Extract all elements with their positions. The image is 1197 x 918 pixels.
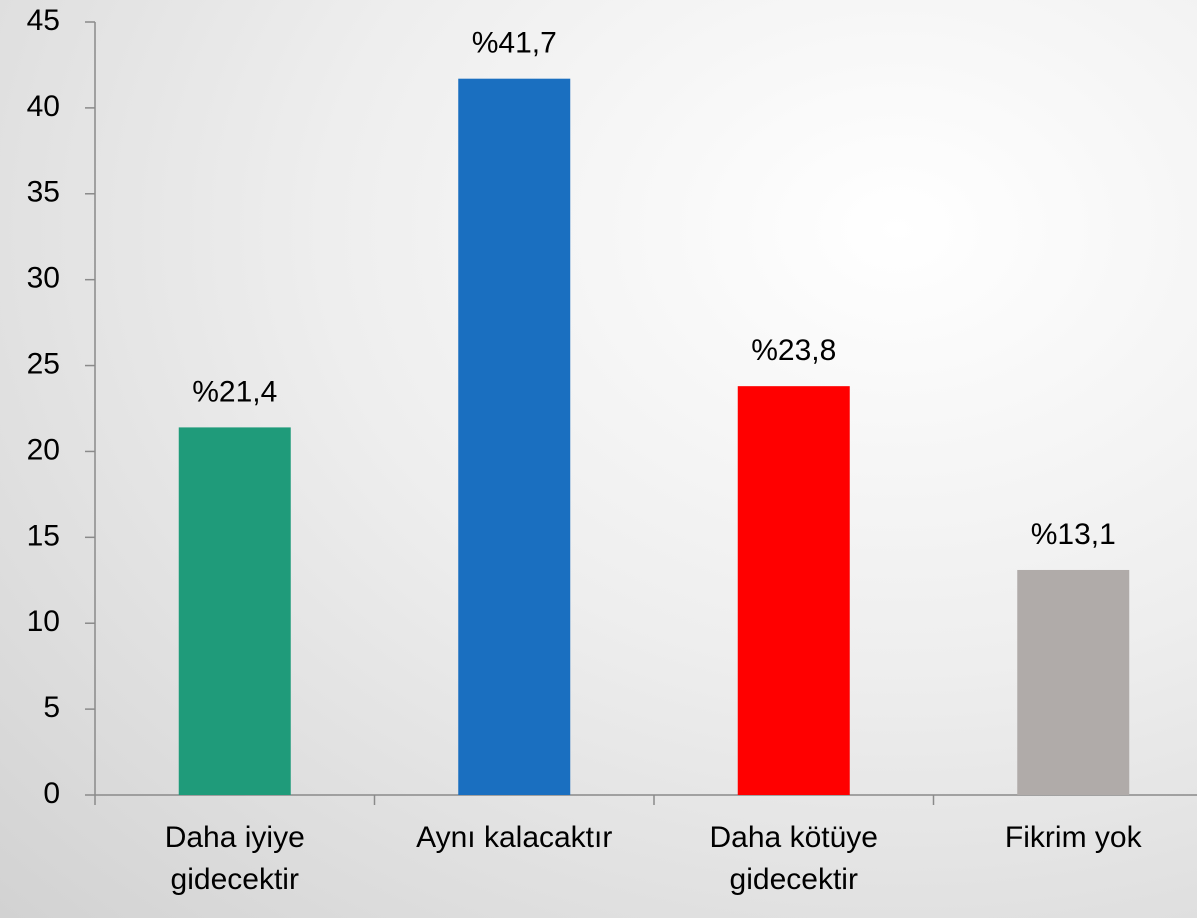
bar (737, 386, 850, 795)
value-label: %13,1 (1031, 518, 1116, 551)
y-tick-label: 15 (27, 519, 60, 552)
y-tick-label: 35 (27, 176, 60, 209)
y-tick-label: 0 (43, 777, 60, 810)
y-tick-label: 25 (27, 347, 60, 380)
bar (178, 427, 291, 795)
y-tick-label: 20 (27, 433, 60, 466)
value-label: %23,8 (751, 334, 836, 367)
value-label: %41,7 (472, 27, 557, 60)
y-tick-label: 10 (27, 605, 60, 638)
y-tick-label: 5 (43, 691, 60, 724)
x-tick-label: Aynı kalacaktır (416, 821, 613, 854)
value-label: %21,4 (192, 375, 277, 408)
x-tick-label: Daha iyiye gidecektir (164, 821, 305, 896)
bar (1017, 569, 1130, 795)
x-tick-label: Daha kötüye gidecektir (709, 821, 878, 896)
x-tick-label: Fikrim yok (1004, 821, 1142, 854)
y-tick-label: 45 (27, 4, 60, 37)
bar (458, 78, 571, 796)
y-tick-label: 40 (27, 90, 60, 123)
y-tick-label: 30 (27, 262, 60, 295)
